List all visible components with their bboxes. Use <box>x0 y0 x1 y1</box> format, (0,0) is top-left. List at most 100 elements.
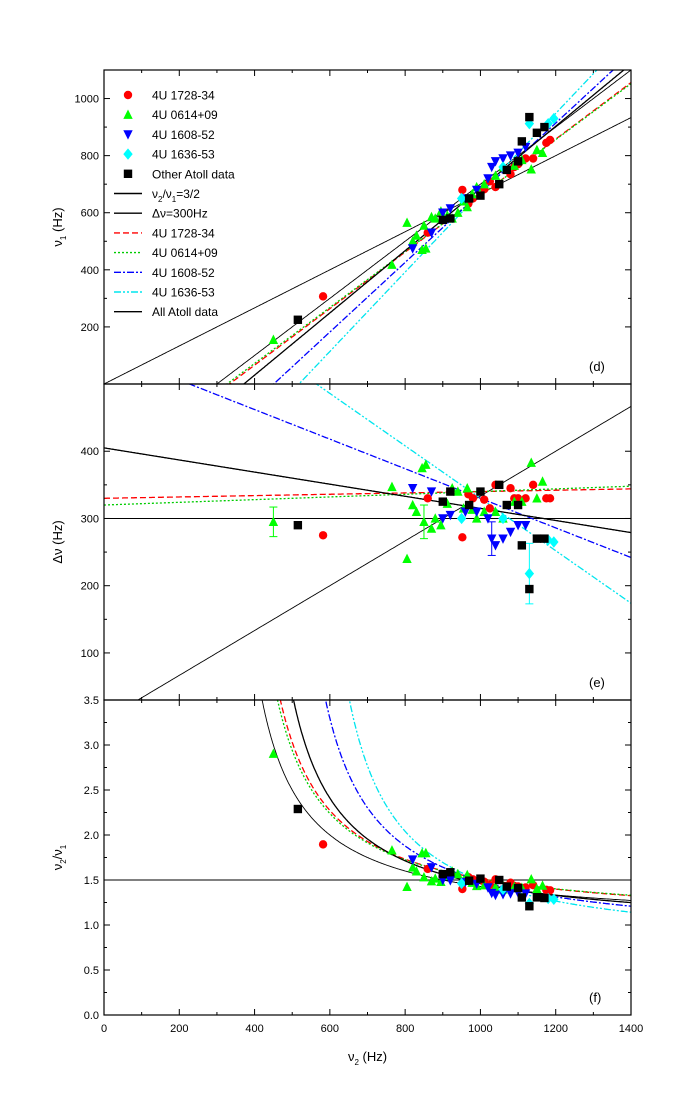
data-point <box>505 527 516 538</box>
data-point <box>502 882 511 891</box>
plot-area-e <box>104 384 631 700</box>
legend-label: 4U 1608-52 <box>152 266 215 280</box>
y-tick-label: 1.5 <box>84 875 99 887</box>
plot-area-f <box>104 700 631 913</box>
data-point <box>426 523 437 533</box>
y-tick-label: 2.5 <box>84 785 99 797</box>
data-point <box>268 748 279 758</box>
data-point <box>513 500 523 510</box>
data-point <box>402 553 412 564</box>
x-tick-label: 1400 <box>619 1023 643 1035</box>
legend-label: All Atoll data <box>152 305 218 319</box>
data-point <box>387 259 397 269</box>
data-point <box>462 201 472 212</box>
data-point <box>464 876 474 885</box>
data-point <box>483 514 493 524</box>
data-point <box>426 875 437 886</box>
data-point <box>532 534 542 543</box>
data-point <box>421 459 431 469</box>
legend-label: 4U 1636-53 <box>152 286 215 300</box>
data-point <box>456 877 467 890</box>
legend-label: 4U 1608-52 <box>152 128 215 142</box>
data-point <box>423 494 432 503</box>
legend-label: 4U 0614+09 <box>152 246 218 260</box>
data-point <box>462 483 472 493</box>
y-axis-label: ν2/ν1 <box>50 844 68 870</box>
data-point <box>407 855 418 865</box>
fit-line <box>104 488 631 499</box>
data-point <box>513 520 523 531</box>
data-point <box>502 500 511 510</box>
data-point <box>421 243 431 253</box>
data-point <box>446 487 455 496</box>
data-point <box>456 192 467 205</box>
data-point <box>540 534 549 543</box>
data-point <box>513 883 523 893</box>
x-tick-label: 0 <box>101 1023 107 1035</box>
data-point <box>464 500 474 510</box>
data-point <box>490 157 501 167</box>
data-point <box>532 883 542 893</box>
data-point <box>411 866 422 876</box>
fit-line <box>272 70 615 384</box>
data-point <box>464 194 474 203</box>
data-point <box>407 236 418 246</box>
data-point <box>532 128 542 137</box>
data-point <box>525 584 534 594</box>
data-point <box>549 112 559 125</box>
data-point <box>476 191 485 200</box>
x-tick-label: 800 <box>396 1023 414 1035</box>
data-point <box>513 148 523 158</box>
data-point <box>471 513 482 523</box>
ratio-reference-line <box>136 406 631 700</box>
data-point <box>421 847 431 858</box>
panel-label: (f) <box>589 990 601 1005</box>
panel-label: (e) <box>589 675 605 690</box>
legend-label: Δν=300Hz <box>152 207 208 221</box>
y-axis-label: ν1 (Hz) <box>50 207 68 246</box>
data-point <box>445 204 456 214</box>
data-point <box>513 157 523 166</box>
data-point <box>545 886 555 895</box>
panel-d: 200 400 600 800 1000 ν1 (Hz) (d) <box>50 69 632 385</box>
data-point <box>526 164 536 174</box>
data-point <box>460 507 471 517</box>
data-point <box>525 112 534 122</box>
plot-area-d <box>104 70 631 384</box>
data-point <box>476 487 485 496</box>
data-point <box>532 493 542 503</box>
legend-label: 4U 0614+09 <box>152 108 218 122</box>
legend-label: 4U 1728-34 <box>152 226 215 240</box>
x-tick-label: 400 <box>245 1023 263 1035</box>
data-point <box>387 845 397 855</box>
data-point <box>407 499 418 510</box>
data-point <box>505 889 516 899</box>
y-axis-d: 200 400 600 800 1000 <box>75 70 632 384</box>
data-point <box>495 480 504 490</box>
data-point <box>453 868 463 879</box>
data-point <box>549 536 559 548</box>
x-axis: 0 200 400 600 800 1000 1200 1400 ν2 (Hz) <box>101 1023 643 1067</box>
fit-line <box>276 700 631 896</box>
data-point <box>487 534 497 544</box>
data-point <box>476 874 485 883</box>
data-point <box>528 480 538 490</box>
fit-line <box>225 83 631 384</box>
data-point <box>426 863 437 873</box>
legend-label: Other Atoll data <box>152 167 235 181</box>
y-axis-f: 0.0 0.5 1.0 1.5 2.0 2.5 3.0 3.5 <box>84 695 632 1022</box>
panels-layer: 200 400 600 800 1000 ν1 (Hz) (d) 100 200 300 400 Δν… <box>50 69 632 1022</box>
data-point <box>407 244 418 254</box>
legend: 4U 1728-34 4U 0614+09 4U 1608-52 4U 1636-53… <box>114 89 235 319</box>
data-point <box>438 869 447 879</box>
data-point <box>430 213 440 223</box>
data-point <box>430 873 440 883</box>
ratio-reference-line <box>104 117 631 384</box>
data-point <box>268 334 279 344</box>
data-point <box>540 893 549 903</box>
data-point <box>487 162 497 173</box>
data-point <box>430 513 440 523</box>
panel-f: 0.0 0.5 1.0 1.5 2.0 2.5 3.0 3.5 ν2/ν1 (f) <box>50 695 632 1022</box>
y-tick-label: 1.0 <box>84 920 99 932</box>
data-point <box>490 881 501 891</box>
